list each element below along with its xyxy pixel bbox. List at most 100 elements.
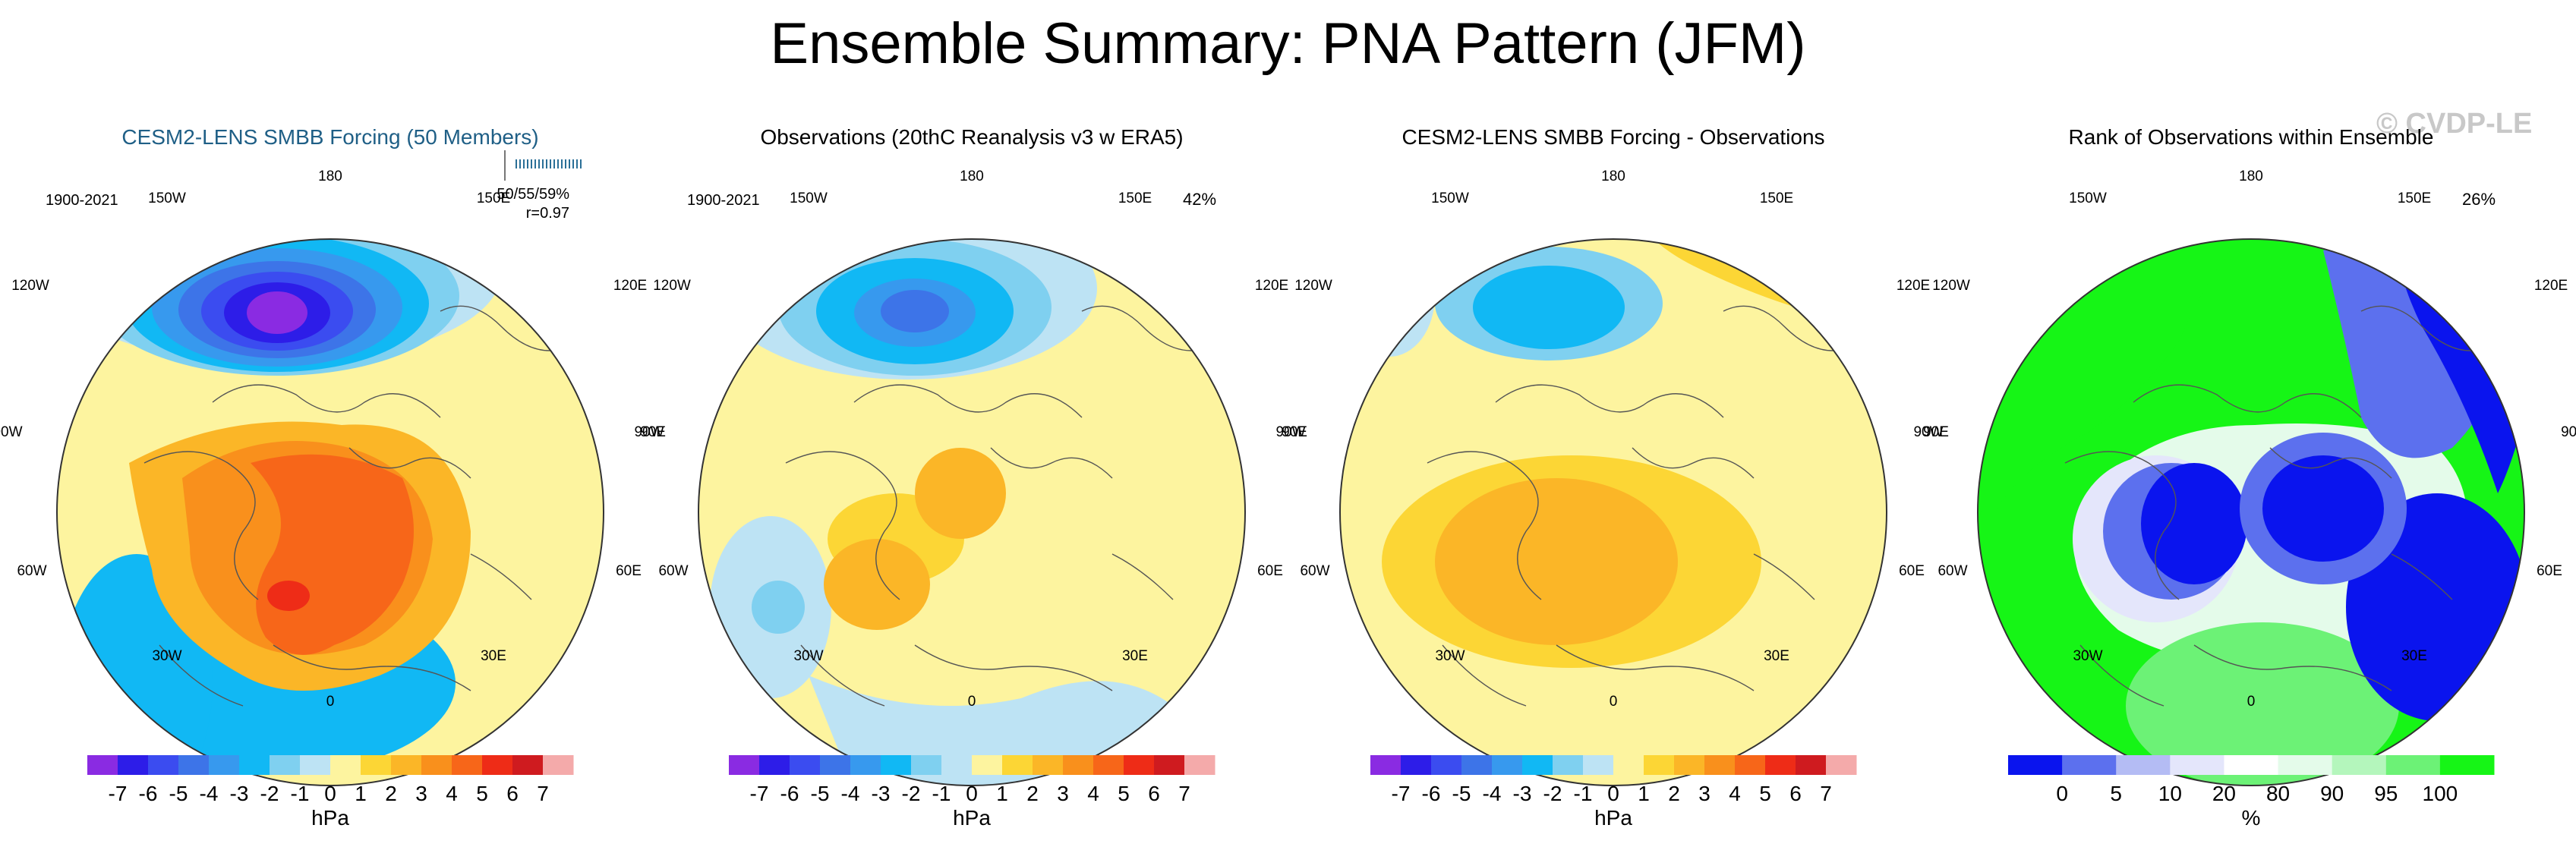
lon-label-30e: 30E xyxy=(1764,648,1789,664)
colorbar-tick: -6 xyxy=(139,782,158,805)
colorbar-swatch-5 xyxy=(881,755,912,775)
lon-label-120e: 120E xyxy=(2534,278,2568,294)
colorbar: -7 -6 -5 -4 -3 -2 -1 0 1 2 3 4 5 6 7 hPa xyxy=(1370,755,1857,830)
colorbar-tick: -3 xyxy=(230,782,249,805)
lon-label-30w: 30W xyxy=(2073,648,2102,664)
colorbar-tick: 90 xyxy=(2320,782,2344,805)
land-outline-4 xyxy=(440,305,563,351)
colorbar-swatch-5 xyxy=(1522,755,1553,775)
lon-label-90e: 90E xyxy=(1923,424,1949,440)
map-group: 180150W150E120W120E90W90E60W60E30W30E026… xyxy=(1913,168,2576,786)
colorbar-swatch-8 xyxy=(1613,755,1644,775)
colorbar-swatch-3 xyxy=(1461,755,1493,775)
colorbar-tick: -7 xyxy=(109,782,128,805)
colorbar-tick: 7 xyxy=(1178,782,1190,805)
colorbar-swatch-14 xyxy=(1796,755,1827,775)
panel-title: Rank of Observations within Ensemble xyxy=(2069,125,2434,149)
period-label: 1900-2021 xyxy=(687,192,760,209)
map-panel-1: CESM2-LENS SMBB Forcing (50 Members) 180 1… xyxy=(0,114,668,842)
colorbar-swatch-1 xyxy=(118,755,149,775)
colorbar-tick: -5 xyxy=(811,782,830,805)
colorbar-swatch-2 xyxy=(790,755,821,775)
colorbar-tick: 6 xyxy=(1148,782,1160,805)
lon-label-60w: 60W xyxy=(1938,563,1967,579)
colorbar-swatch-8 xyxy=(972,755,1003,775)
colorbar-tick: -2 xyxy=(260,782,279,805)
colorbar-unit: hPa xyxy=(953,806,991,830)
map-panel-2: Observations (20thC Reanalysis v3 w ERA5… xyxy=(634,114,1310,842)
colorbar-tick: 2 xyxy=(385,782,397,805)
land-outline-4 xyxy=(1081,305,1204,351)
lon-label-150e: 150E xyxy=(1118,190,1152,206)
colorbar-swatch-8 xyxy=(2439,755,2495,775)
field-contour-5 xyxy=(1473,266,1625,349)
colorbar-tick: -3 xyxy=(872,782,891,805)
lon-label-60e: 60E xyxy=(1257,563,1283,579)
map-panel-3: CESM2-LENS SMBB Forcing - Observations 18… xyxy=(1275,114,1951,842)
colorbar-tick: 6 xyxy=(506,782,519,805)
colorbar-swatch-14 xyxy=(1154,755,1185,775)
land-outline-1 xyxy=(2064,451,2180,600)
colorbar-tick: 0 xyxy=(966,782,978,805)
land-outline-0 xyxy=(1495,384,1724,418)
colorbar-tick: 5 xyxy=(476,782,488,805)
lon-label-180: 180 xyxy=(1601,168,1625,184)
lon-label-120w: 120W xyxy=(11,278,49,294)
polar-map-svg: CESM2-LENS SMBB Forcing - Observations 18… xyxy=(1275,125,1948,830)
colorbar-tick: 80 xyxy=(2266,782,2290,805)
land-outline-1 xyxy=(785,451,900,600)
colorbar-tick: -7 xyxy=(1392,782,1411,805)
colorbar-swatch-6 xyxy=(270,755,301,775)
colorbar-swatch-0 xyxy=(87,755,118,775)
colorbar-swatch-4 xyxy=(209,755,240,775)
colorbar-tick: 100 xyxy=(2423,782,2458,805)
colorbar-tick: 95 xyxy=(2374,782,2398,805)
colorbar-swatch-9 xyxy=(361,755,392,775)
colorbar-tick: -2 xyxy=(1543,782,1562,805)
colorbar-swatch-11 xyxy=(421,755,452,775)
land-outline-6 xyxy=(1753,553,1815,600)
land-outline-0 xyxy=(853,384,1083,418)
colorbar-tick: 1 xyxy=(996,782,1008,805)
colorbar-swatch-1 xyxy=(2062,755,2117,775)
field-contour-11 xyxy=(881,290,949,332)
colorbar-swatch-3 xyxy=(178,755,210,775)
lon-label-30w: 30W xyxy=(152,648,181,664)
colorbar-swatch-3 xyxy=(820,755,851,775)
lon-label-90w: 90W xyxy=(634,424,664,440)
colorbar-swatch-7 xyxy=(300,755,331,775)
colorbar-tick: -6 xyxy=(1422,782,1441,805)
map-boundary xyxy=(698,238,1246,786)
colorbar-tick: -4 xyxy=(1483,782,1502,805)
lon-label-0: 0 xyxy=(1610,694,1618,710)
colorbar-swatch-10 xyxy=(1033,755,1064,775)
ensemble-strip xyxy=(504,150,582,181)
lon-label-60e: 60E xyxy=(616,563,642,579)
colorbar-swatch-0 xyxy=(729,755,760,775)
colorbar-swatch-5 xyxy=(2278,755,2333,775)
land-outline-6 xyxy=(2391,553,2453,600)
colorbar-tick: 1 xyxy=(355,782,367,805)
colorbar-swatch-5 xyxy=(239,755,270,775)
map-boundary xyxy=(1339,238,1887,786)
colorbar-swatch-9 xyxy=(1002,755,1033,775)
colorbar-tick: 2 xyxy=(1026,782,1039,805)
land-outline-5 xyxy=(1442,644,1527,707)
colorbar-tick: 6 xyxy=(1789,782,1802,805)
lon-label-120w: 120W xyxy=(653,278,691,294)
colorbar-tick: 3 xyxy=(1698,782,1711,805)
lon-label-120w: 120W xyxy=(1932,278,1970,294)
land-outline-3 xyxy=(273,644,471,691)
field-contour-6 xyxy=(1435,478,1678,645)
panel-title: CESM2-LENS SMBB Forcing (50 Members) xyxy=(121,125,538,149)
colorbar-swatch-2 xyxy=(2116,755,2171,775)
percent-label: 42% xyxy=(1183,190,1216,209)
polar-map-svg: Observations (20thC Reanalysis v3 w ERA5… xyxy=(634,125,1307,830)
field-contour-4 xyxy=(752,581,805,634)
colorbar-tick: 7 xyxy=(1820,782,1832,805)
field-contour-9 xyxy=(2141,463,2247,584)
colorbar-tick: 4 xyxy=(446,782,458,805)
colorbar-swatch-13 xyxy=(1124,755,1155,775)
